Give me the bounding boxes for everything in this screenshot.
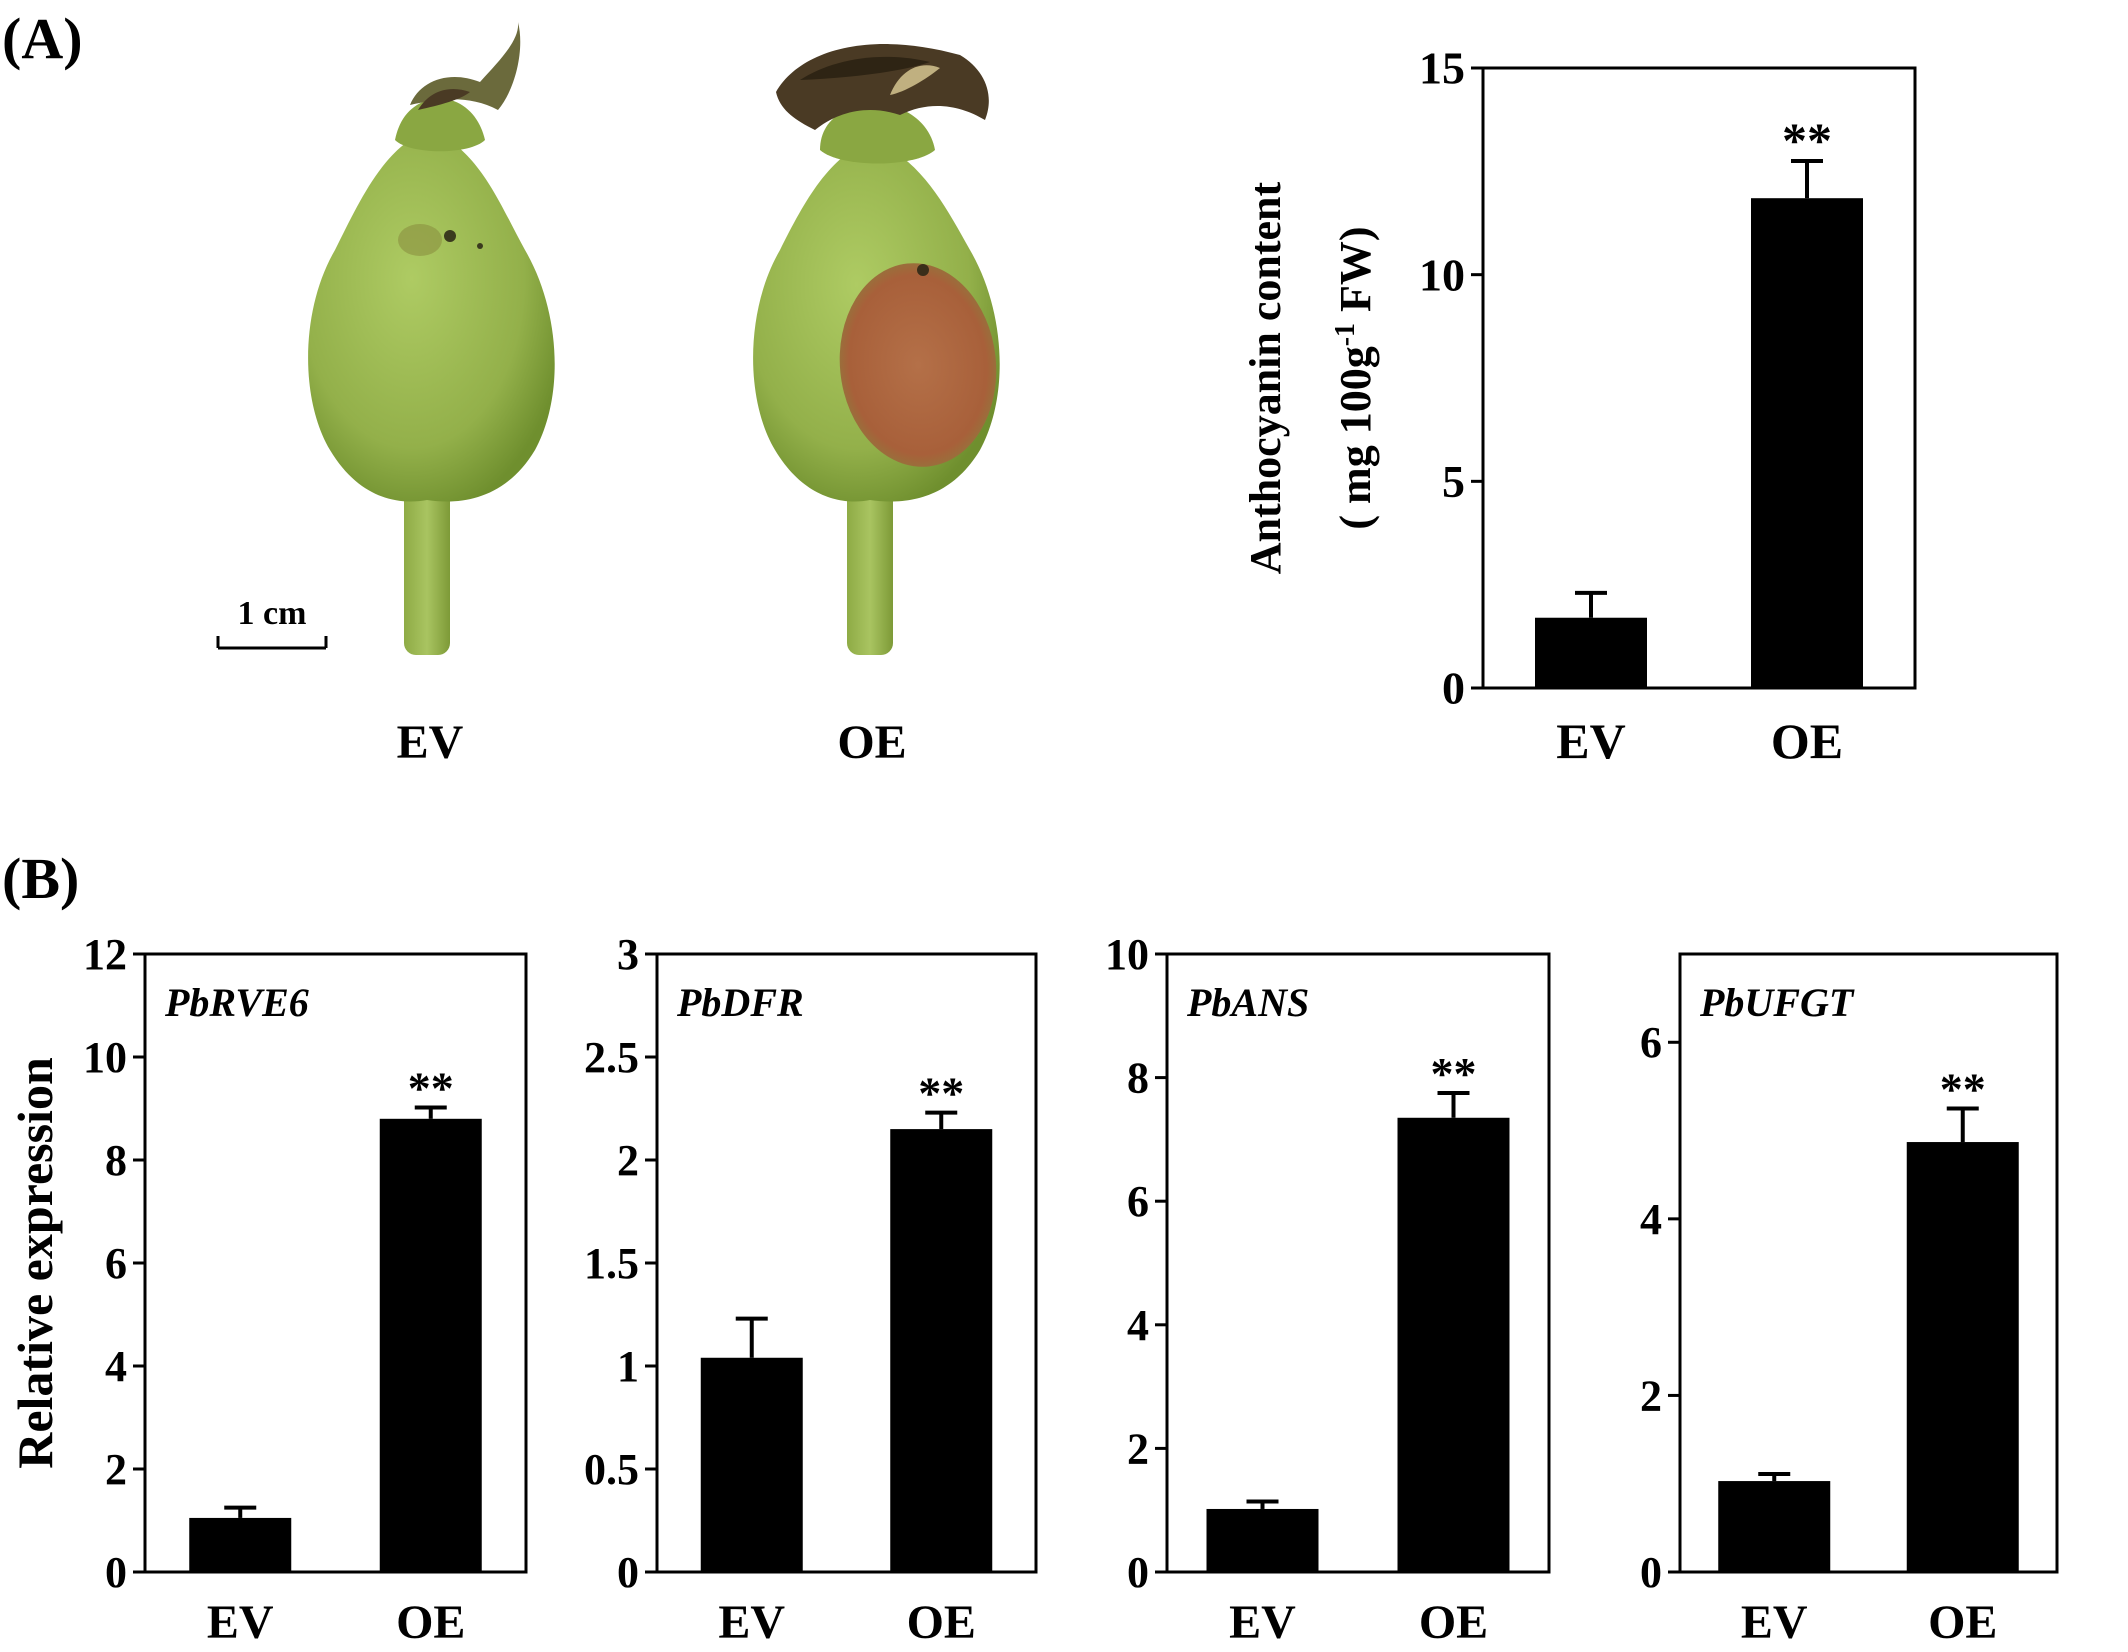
photo-caption-ev: EV: [397, 716, 464, 769]
chart-pbrve6: 0 2 4 6 8 10 12 EV ** OE PbRVE6 Relative expression: [7, 930, 528, 1649]
y-axis-label-line2: ( mg 100g-1 FW): [1330, 226, 1380, 529]
plot-frame: [1678, 952, 2059, 1574]
fruit-ev-image: [308, 22, 555, 655]
panel-label-b: (B): [2, 846, 79, 911]
y-tick-label: 2: [1640, 1371, 1662, 1420]
x-tick-label: OE: [1419, 1596, 1488, 1649]
scale-bar: 1 cm: [216, 595, 328, 650]
y-tick-label: 0.5: [584, 1445, 639, 1494]
chart-title: PbRVE6: [164, 980, 309, 1025]
y-tick-label: 6: [105, 1239, 127, 1288]
bar-oe: [1397, 1117, 1510, 1572]
plot-frame: [1481, 66, 1917, 690]
panel-label-a: (A): [2, 6, 83, 71]
y-tick-label: 2.5: [584, 1033, 639, 1082]
y-tick-label: 0: [1127, 1548, 1149, 1597]
bar-oe: [1906, 1142, 2019, 1572]
significance-label: **: [408, 1062, 454, 1113]
y-axis-label-line1: Anthocyanin content: [1241, 181, 1290, 574]
y-tick-label: 1: [617, 1342, 639, 1391]
chart-title: PbUFGT: [1699, 980, 1855, 1025]
bar-ev: [700, 1357, 803, 1572]
chart-pbans: 0 2 4 6 8 10 EV ** OE PbANS: [1105, 930, 1551, 1649]
y-tick-label: 15: [1419, 43, 1465, 94]
y-tick-label: 2: [105, 1445, 127, 1494]
x-tick-label: OE: [396, 1596, 465, 1649]
y-tick-label: 4: [1640, 1195, 1662, 1244]
y-tick-label: 2: [1127, 1424, 1149, 1473]
x-tick-label: OE: [907, 1596, 976, 1649]
y-tick-label: 1.5: [584, 1239, 639, 1288]
fruit-oe-image: [753, 44, 1000, 655]
significance-label: **: [918, 1068, 964, 1119]
bar-ev: [1718, 1481, 1831, 1572]
y-tick-label: 12: [83, 930, 127, 979]
photo-caption-oe: OE: [837, 716, 906, 769]
y-tick-label: 0: [1640, 1548, 1662, 1597]
x-tick-label: OE: [1928, 1596, 1997, 1649]
chart-anthocyanin: 0 5 10 15 EV ** OE Anthocyanin content ( mg 100g…: [1241, 43, 1917, 769]
y-tick-label: 6: [1127, 1177, 1149, 1226]
y-tick-label: 2: [617, 1136, 639, 1185]
y-tick-label: 3: [617, 930, 639, 979]
x-tick-label: EV: [1229, 1596, 1296, 1649]
y-axis-label: Relative expression: [7, 1057, 63, 1469]
y-tick-label: 8: [105, 1136, 127, 1185]
chart-title: PbANS: [1186, 980, 1309, 1025]
fruit-photo: 1 cm EV OE: [216, 22, 1000, 769]
x-tick-label: EV: [1556, 713, 1625, 769]
y-tick-label: 0: [1442, 663, 1465, 714]
y-tick-label: 6: [1640, 1018, 1662, 1067]
plot-frame: [1165, 952, 1551, 1574]
chart-pbufgt: 0 2 4 6 EV ** OE PbUFGT: [1640, 952, 2059, 1649]
scale-bar-label: 1 cm: [238, 595, 307, 632]
y-tick-label: 10: [1105, 930, 1149, 979]
bar-ev: [1206, 1508, 1319, 1572]
bar-oe: [890, 1129, 993, 1572]
y-tick-label: 4: [105, 1342, 127, 1391]
chart-pbdfr: 0 0.5 1 1.5 2 2.5 3 EV ** OE PbDFR: [584, 930, 1038, 1649]
x-tick-label: OE: [1771, 713, 1843, 769]
y-tick-label: 10: [83, 1033, 127, 1082]
chart-title: PbDFR: [676, 980, 804, 1025]
y-tick-label: 5: [1442, 456, 1465, 507]
significance-label: **: [1431, 1048, 1477, 1099]
y-tick-label: 4: [1127, 1301, 1149, 1350]
y-tick-label: 0: [105, 1548, 127, 1597]
x-tick-label: EV: [718, 1596, 785, 1649]
bar-ev: [1535, 617, 1647, 688]
x-tick-label: EV: [1741, 1596, 1808, 1649]
significance-label: **: [1940, 1064, 1986, 1115]
x-tick-label: EV: [207, 1596, 274, 1649]
bar-oe: [1751, 198, 1863, 688]
y-tick-label: 8: [1127, 1054, 1149, 1103]
y-tick-label: 10: [1419, 249, 1465, 300]
bar-ev: [189, 1517, 292, 1572]
bar-oe: [379, 1118, 482, 1572]
y-tick-label: 0: [617, 1548, 639, 1597]
significance-label: **: [1782, 112, 1832, 168]
